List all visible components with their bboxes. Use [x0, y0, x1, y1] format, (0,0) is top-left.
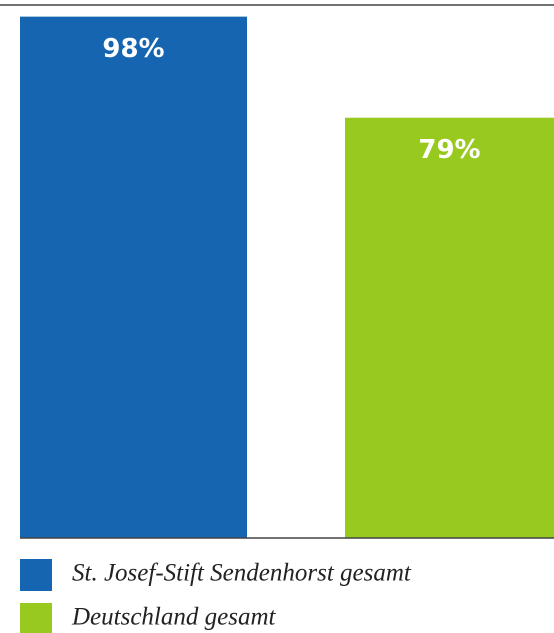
legend-label: Deutschland gesamt — [71, 604, 276, 631]
bar — [20, 16, 247, 538]
value-label: 98% — [102, 34, 164, 64]
legend-swatch — [20, 603, 52, 633]
legend-swatch — [20, 559, 52, 591]
bar — [345, 117, 554, 538]
legend-label: St. Josef-Stift Sendenhorst gesamt — [72, 560, 412, 587]
value-label: 79% — [418, 135, 480, 165]
